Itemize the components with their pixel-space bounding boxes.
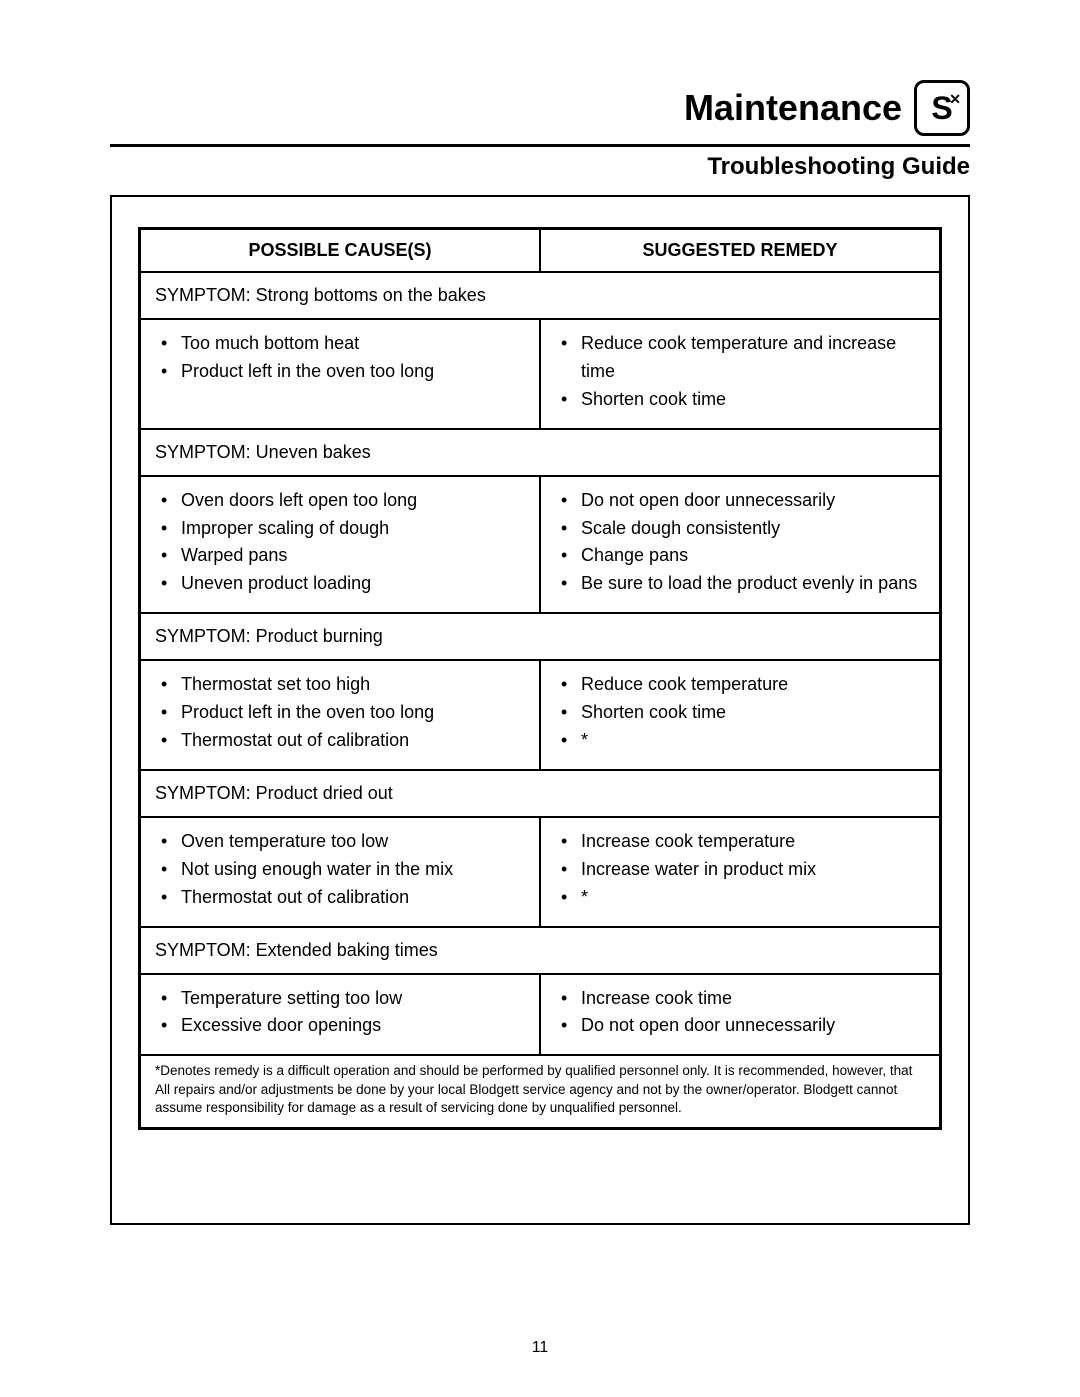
remedy-item: Increase cook temperature <box>561 828 925 856</box>
causes-cell: Oven temperature too lowNot using enough… <box>140 817 541 927</box>
symptom-row: SYMPTOM: Product burning <box>140 613 941 660</box>
remedy-item: Shorten cook time <box>561 386 925 414</box>
remedies-cell: Reduce cook temperature and increase tim… <box>540 319 941 429</box>
remedy-item: Do not open door unnecessarily <box>561 1012 925 1040</box>
cause-item: Improper scaling of dough <box>161 515 525 543</box>
causes-cell: Temperature setting too lowExcessive doo… <box>140 974 541 1056</box>
remedy-item: * <box>561 727 925 755</box>
col-header-remedy: SUGGESTED REMEDY <box>540 229 941 273</box>
cause-item: Product left in the oven too long <box>161 358 525 386</box>
remedy-item: Reduce cook temperature and increase tim… <box>561 330 925 386</box>
remedy-item: Be sure to load the product evenly in pa… <box>561 570 925 598</box>
remedy-item: Increase water in product mix <box>561 856 925 884</box>
cause-item: Too much bottom heat <box>161 330 525 358</box>
symptom-row: SYMPTOM: Uneven bakes <box>140 429 941 476</box>
logo-corner-mark: ✕ <box>949 91 961 108</box>
section-title: Maintenance <box>684 87 902 129</box>
footnote: *Denotes remedy is a difficult operation… <box>140 1055 941 1128</box>
troubleshooting-table: POSSIBLE CAUSE(S) SUGGESTED REMEDY SYMPT… <box>138 227 942 1130</box>
logo-icon: S ✕ <box>914 80 970 136</box>
cause-item: Product left in the oven too long <box>161 699 525 727</box>
remedy-item: * <box>561 884 925 912</box>
symptom-row: SYMPTOM: Strong bottoms on the bakes <box>140 272 941 319</box>
causes-cell: Thermostat set too highProduct left in t… <box>140 660 541 770</box>
page-number: 11 <box>0 1339 1080 1357</box>
symptom-row: SYMPTOM: Extended baking times <box>140 927 941 974</box>
symptom-row: SYMPTOM: Product dried out <box>140 770 941 817</box>
content-frame: POSSIBLE CAUSE(S) SUGGESTED REMEDY SYMPT… <box>110 195 970 1225</box>
cause-item: Excessive door openings <box>161 1012 525 1040</box>
header-row: Maintenance S ✕ <box>110 80 970 136</box>
cause-item: Thermostat out of calibration <box>161 727 525 755</box>
cause-item: Oven temperature too low <box>161 828 525 856</box>
remedy-item: Reduce cook temperature <box>561 671 925 699</box>
remedy-item: Do not open door unnecessarily <box>561 487 925 515</box>
col-header-causes: POSSIBLE CAUSE(S) <box>140 229 541 273</box>
remedies-cell: Do not open door unnecessarilyScale doug… <box>540 476 941 614</box>
remedy-item: Shorten cook time <box>561 699 925 727</box>
cause-item: Thermostat out of calibration <box>161 884 525 912</box>
causes-cell: Too much bottom heatProduct left in the … <box>140 319 541 429</box>
cause-item: Warped pans <box>161 542 525 570</box>
page: Maintenance S ✕ Troubleshooting Guide PO… <box>0 0 1080 1397</box>
remedy-item: Scale dough consistently <box>561 515 925 543</box>
table-body: SYMPTOM: Strong bottoms on the bakesToo … <box>140 272 941 1129</box>
cause-item: Uneven product loading <box>161 570 525 598</box>
cause-item: Not using enough water in the mix <box>161 856 525 884</box>
header-rule <box>110 144 970 147</box>
remedies-cell: Increase cook timeDo not open door unnec… <box>540 974 941 1056</box>
cause-item: Thermostat set too high <box>161 671 525 699</box>
page-subtitle: Troubleshooting Guide <box>110 153 970 181</box>
causes-cell: Oven doors left open too longImproper sc… <box>140 476 541 614</box>
remedy-item: Change pans <box>561 542 925 570</box>
cause-item: Temperature setting too low <box>161 985 525 1013</box>
remedies-cell: Reduce cook temperatureShorten cook time… <box>540 660 941 770</box>
cause-item: Oven doors left open too long <box>161 487 525 515</box>
remedy-item: Increase cook time <box>561 985 925 1013</box>
remedies-cell: Increase cook temperatureIncrease water … <box>540 817 941 927</box>
